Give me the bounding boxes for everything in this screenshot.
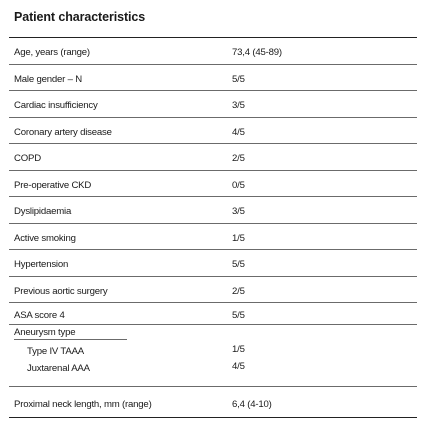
table-row: Active smoking 1/5 bbox=[9, 224, 417, 250]
table-row: COPD 2/5 bbox=[9, 144, 417, 171]
row-value: 3/5 bbox=[232, 206, 245, 217]
row-label: Pre-operative CKD bbox=[14, 179, 92, 191]
row-label: ASA score 4 bbox=[14, 310, 65, 321]
table-row: Proximal neck length, mm (range) 6,4 (4-… bbox=[9, 387, 417, 418]
row-label: Coronary artery disease bbox=[14, 126, 112, 138]
row-value: 4/5 bbox=[232, 126, 245, 138]
row-label: Cardiac insufficiency bbox=[14, 100, 98, 111]
row-label: Male gender – N bbox=[14, 73, 82, 85]
row-label: Hypertension bbox=[14, 259, 69, 270]
row-label: Active smoking bbox=[14, 232, 76, 244]
table-row: Age, years (range) 73,4 (45-89) bbox=[9, 38, 417, 65]
row-value: 3/5 bbox=[232, 100, 245, 111]
aneurysm-type-heading: Aneurysm type bbox=[14, 327, 127, 340]
row-label: Dyslipidaemia bbox=[14, 206, 72, 217]
aneurysm-subtype-value: 4/5 bbox=[232, 361, 245, 372]
row-value: 6,4 (4-10) bbox=[232, 399, 272, 410]
table-row: Pre-operative CKD 0/5 bbox=[9, 171, 417, 197]
table-row: ASA score 4 5/5 bbox=[9, 303, 417, 324]
table-row: Cardiac insufficiency 3/5 bbox=[9, 91, 417, 118]
row-value: 2/5 bbox=[232, 285, 245, 297]
row-value: 73,4 (45-89) bbox=[232, 47, 282, 58]
aneurysm-type-group: Aneurysm type Type IV TAAA 1/5 Juxtarena… bbox=[9, 324, 417, 387]
aneurysm-subtype-label: Juxtarenal AAA bbox=[27, 363, 90, 374]
row-label: Age, years (range) bbox=[14, 47, 90, 58]
row-label: Previous aortic surgery bbox=[14, 285, 108, 297]
table-top-rule bbox=[9, 37, 417, 38]
row-label: Proximal neck length, mm (range) bbox=[14, 399, 152, 410]
table-row: Male gender – N 5/5 bbox=[9, 65, 417, 91]
row-value: 1/5 bbox=[232, 232, 245, 244]
row-value: 2/5 bbox=[232, 153, 245, 164]
aneurysm-subtype-value: 1/5 bbox=[232, 344, 245, 355]
table-title: Patient characteristics bbox=[14, 10, 146, 24]
row-value: 0/5 bbox=[232, 179, 245, 191]
table-row: Coronary artery disease 4/5 bbox=[9, 118, 417, 144]
table-row: Hypertension 5/5 bbox=[9, 250, 417, 277]
row-label: COPD bbox=[14, 153, 41, 164]
row-value: 5/5 bbox=[232, 73, 245, 85]
table-row: Dyslipidaemia 3/5 bbox=[9, 197, 417, 224]
aneurysm-subtype-label: Type IV TAAA bbox=[27, 346, 84, 357]
table-row: Previous aortic surgery 2/5 bbox=[9, 277, 417, 303]
patient-characteristics-table: Age, years (range) 73,4 (45-89) Male gen… bbox=[9, 37, 417, 418]
row-value: 5/5 bbox=[232, 310, 245, 321]
row-value: 5/5 bbox=[232, 259, 245, 270]
